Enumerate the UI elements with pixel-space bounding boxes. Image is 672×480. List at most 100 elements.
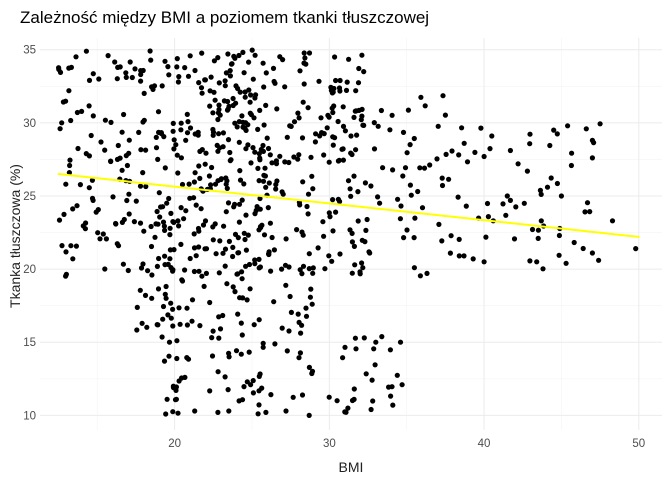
data-point — [424, 270, 430, 276]
data-point — [63, 249, 69, 255]
data-point — [349, 270, 355, 276]
data-point — [297, 267, 303, 273]
data-point — [248, 160, 254, 166]
data-point — [185, 119, 191, 125]
data-point — [273, 161, 280, 167]
data-point — [202, 246, 208, 252]
data-point — [167, 225, 173, 231]
data-point — [359, 52, 365, 58]
data-point — [222, 374, 228, 380]
data-point — [370, 398, 376, 404]
data-point — [301, 81, 307, 87]
data-point — [342, 344, 348, 350]
data-point — [160, 219, 167, 225]
data-point — [256, 388, 262, 394]
data-point — [189, 297, 196, 303]
data-point — [131, 219, 137, 225]
data-point — [144, 324, 150, 330]
data-point — [232, 231, 239, 237]
data-point — [233, 348, 240, 354]
data-point — [210, 132, 216, 138]
data-point — [485, 214, 491, 220]
data-point — [507, 147, 513, 154]
data-point — [589, 137, 596, 143]
data-point — [148, 243, 155, 250]
data-point — [348, 193, 354, 199]
data-point — [267, 152, 273, 158]
data-point — [66, 65, 72, 71]
data-point — [347, 186, 353, 192]
data-point — [483, 234, 489, 240]
data-point — [324, 125, 330, 131]
data-point — [405, 107, 411, 113]
data-point — [261, 84, 267, 90]
data-point — [435, 123, 441, 129]
data-point — [290, 394, 296, 400]
data-point — [126, 191, 132, 197]
data-point — [232, 120, 238, 126]
data-point — [115, 64, 121, 70]
data-point — [216, 102, 222, 108]
data-point — [86, 77, 93, 83]
data-point — [295, 156, 301, 162]
y-tick-label: 20 — [23, 264, 36, 276]
data-point — [255, 411, 261, 417]
data-point — [149, 272, 155, 278]
data-point — [212, 181, 219, 187]
data-point — [186, 181, 192, 187]
data-point — [351, 243, 357, 249]
data-point — [609, 218, 616, 224]
data-point — [61, 211, 67, 217]
data-point — [511, 236, 518, 242]
data-point — [306, 50, 313, 56]
data-point — [551, 127, 557, 133]
data-point — [73, 54, 79, 60]
data-point — [272, 341, 278, 347]
data-point — [161, 358, 168, 364]
data-point — [246, 261, 253, 268]
data-point — [326, 253, 332, 259]
data-point — [170, 120, 176, 126]
data-point — [163, 283, 169, 290]
data-point — [233, 83, 239, 89]
data-point — [140, 119, 146, 125]
data-point — [168, 315, 174, 321]
data-point — [184, 322, 190, 328]
data-point — [158, 204, 164, 210]
data-point — [70, 206, 76, 212]
data-point — [97, 236, 103, 242]
data-point — [211, 89, 217, 95]
data-point — [134, 327, 140, 333]
data-point — [342, 128, 348, 134]
data-point — [537, 187, 544, 193]
data-point — [216, 335, 222, 341]
data-point — [239, 113, 245, 119]
trend-line — [57, 173, 640, 238]
data-point — [266, 251, 272, 258]
data-point — [182, 65, 188, 71]
data-point — [59, 243, 65, 249]
data-point — [252, 257, 258, 263]
data-point — [434, 156, 440, 162]
data-point — [456, 253, 462, 259]
data-point — [239, 197, 245, 203]
data-point — [260, 60, 266, 66]
data-point — [558, 193, 565, 199]
data-point — [197, 148, 203, 154]
data-point — [230, 284, 236, 290]
data-point — [395, 196, 401, 202]
data-point — [340, 157, 346, 163]
data-point — [261, 122, 267, 128]
data-point — [333, 209, 339, 215]
data-point — [217, 145, 223, 151]
data-point — [162, 253, 168, 259]
y-tick-label: 35 — [23, 45, 36, 57]
data-point — [66, 88, 72, 94]
data-point — [270, 65, 277, 71]
data-point — [397, 339, 404, 345]
data-point — [310, 265, 316, 271]
data-point — [175, 410, 181, 416]
data-point — [248, 112, 254, 118]
